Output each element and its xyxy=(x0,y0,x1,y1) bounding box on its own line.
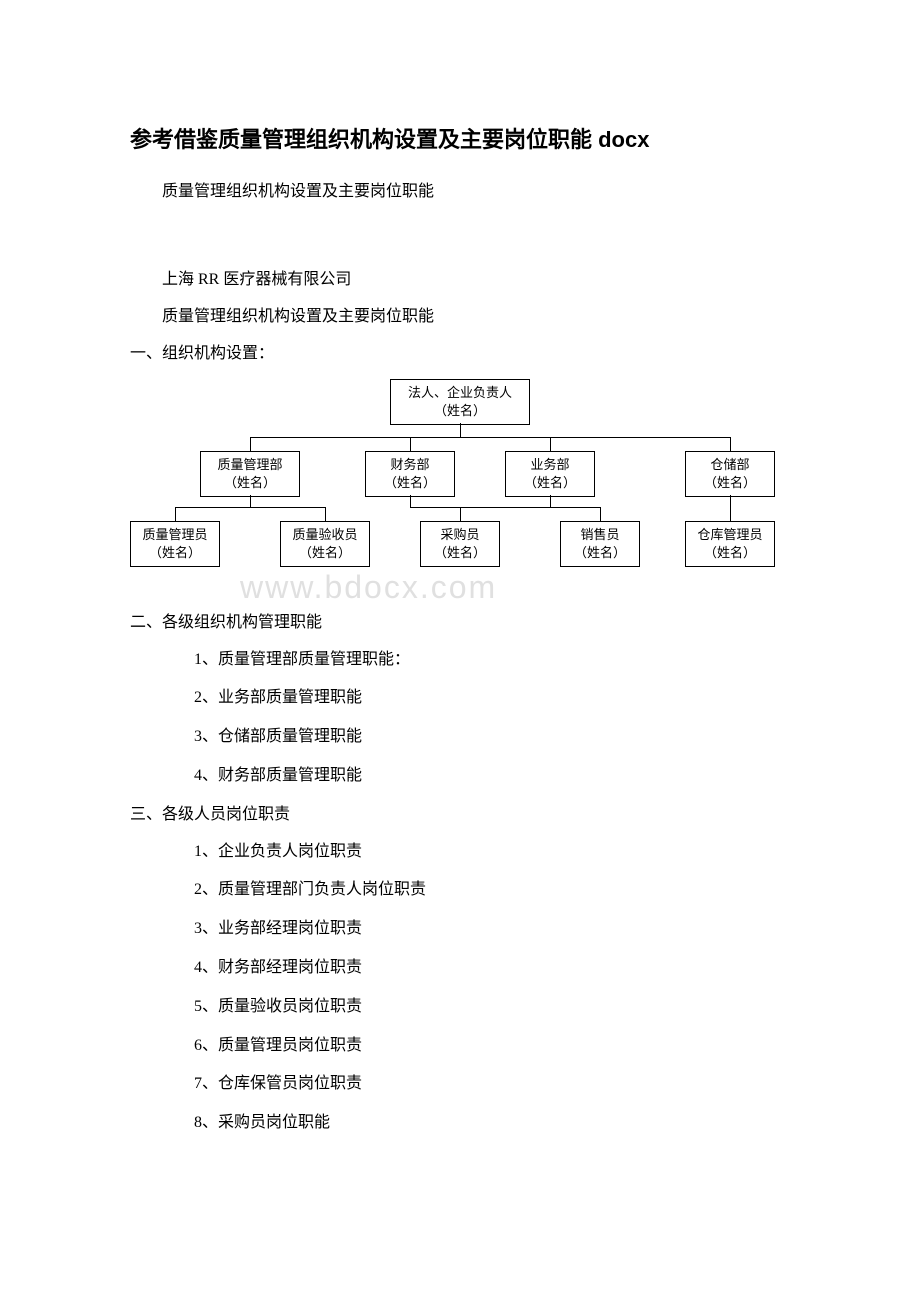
section-3-item: 8、采购员岗位职能 xyxy=(130,1109,790,1138)
org-line xyxy=(550,437,551,451)
org-l2-box-2: 业务部 （姓名） xyxy=(505,451,595,497)
org-line xyxy=(250,495,251,507)
org-l3-4-line1: 仓库管理员 xyxy=(694,526,766,544)
section-3-item: 4、财务部经理岗位职责 xyxy=(130,954,790,983)
org-line xyxy=(410,507,460,508)
org-line xyxy=(460,423,461,437)
org-line xyxy=(325,507,326,521)
org-l3-1-line1: 质量验收员 xyxy=(289,526,361,544)
org-l2-box-1: 财务部 （姓名） xyxy=(365,451,455,497)
section-3-item: 3、业务部经理岗位职责 xyxy=(130,915,790,944)
org-l3-1-line2: （姓名） xyxy=(289,544,361,562)
org-l3-2-line1: 采购员 xyxy=(429,526,491,544)
org-l2-0-line2: （姓名） xyxy=(209,474,291,492)
org-l2-1-line1: 财务部 xyxy=(374,456,446,474)
org-line xyxy=(460,507,461,521)
org-top-line1: 法人、企业负责人 xyxy=(399,384,521,402)
org-l3-3-line1: 销售员 xyxy=(569,526,631,544)
org-l3-box-1: 质量验收员 （姓名） xyxy=(280,521,370,567)
section-1-title: 一、组织机构设置： xyxy=(130,340,790,369)
org-l3-box-2: 采购员 （姓名） xyxy=(420,521,500,567)
org-l3-box-3: 销售员 （姓名） xyxy=(560,521,640,567)
org-l3-0-line2: （姓名） xyxy=(139,544,211,562)
document-subtitle: 质量管理组织机构设置及主要岗位职能 xyxy=(130,178,790,207)
org-l2-1-line2: （姓名） xyxy=(374,474,446,492)
org-line xyxy=(730,437,731,451)
org-l2-2-line1: 业务部 xyxy=(514,456,586,474)
org-line xyxy=(410,437,411,451)
org-line xyxy=(730,495,731,521)
section-2-item: 1、质量管理部质量管理职能： xyxy=(130,646,790,675)
section-3-item: 1、企业负责人岗位职责 xyxy=(130,838,790,867)
section-2-item: 4、财务部质量管理职能 xyxy=(130,762,790,791)
org-l2-3-line2: （姓名） xyxy=(694,474,766,492)
org-chart: www.bdocx.com 法人、企业负责人 （姓名） 质量管理部 （姓名） 财… xyxy=(130,379,790,599)
document-title: 参考借鉴质量管理组织机构设置及主要岗位职能 docx xyxy=(130,120,790,160)
org-line xyxy=(600,507,601,521)
org-l2-3-line1: 仓储部 xyxy=(694,456,766,474)
org-l2-box-3: 仓储部 （姓名） xyxy=(685,451,775,497)
org-l3-0-line1: 质量管理员 xyxy=(139,526,211,544)
company-name: 上海 RR 医疗器械有限公司 xyxy=(130,266,790,295)
org-top-line2: （姓名） xyxy=(399,402,521,420)
section-3-item: 6、质量管理员岗位职责 xyxy=(130,1032,790,1061)
heading-repeat: 质量管理组织机构设置及主要岗位职能 xyxy=(130,303,790,332)
org-l3-box-4: 仓库管理员 （姓名） xyxy=(685,521,775,567)
org-line xyxy=(250,437,251,451)
org-l3-box-0: 质量管理员 （姓名） xyxy=(130,521,220,567)
org-l3-4-line2: （姓名） xyxy=(694,544,766,562)
section-3-item: 5、质量验收员岗位职责 xyxy=(130,993,790,1022)
org-l2-0-line1: 质量管理部 xyxy=(209,456,291,474)
section-3-title: 三、各级人员岗位职责 xyxy=(130,801,790,830)
org-l3-2-line2: （姓名） xyxy=(429,544,491,562)
section-3-item: 2、质量管理部门负责人岗位职责 xyxy=(130,876,790,905)
org-l2-box-0: 质量管理部 （姓名） xyxy=(200,451,300,497)
section-2-item: 3、仓储部质量管理职能 xyxy=(130,723,790,752)
org-l3-3-line2: （姓名） xyxy=(569,544,631,562)
org-top-box: 法人、企业负责人 （姓名） xyxy=(390,379,530,425)
org-line xyxy=(175,507,325,508)
org-line xyxy=(410,495,411,507)
org-line xyxy=(250,437,730,438)
section-2-title: 二、各级组织机构管理职能 xyxy=(130,609,790,638)
org-l2-2-line2: （姓名） xyxy=(514,474,586,492)
org-line xyxy=(460,507,600,508)
watermark-text: www.bdocx.com xyxy=(240,559,497,617)
section-3-item: 7、仓库保管员岗位职责 xyxy=(130,1070,790,1099)
section-2-item: 2、业务部质量管理职能 xyxy=(130,684,790,713)
org-line xyxy=(175,507,176,521)
org-line xyxy=(550,495,551,507)
